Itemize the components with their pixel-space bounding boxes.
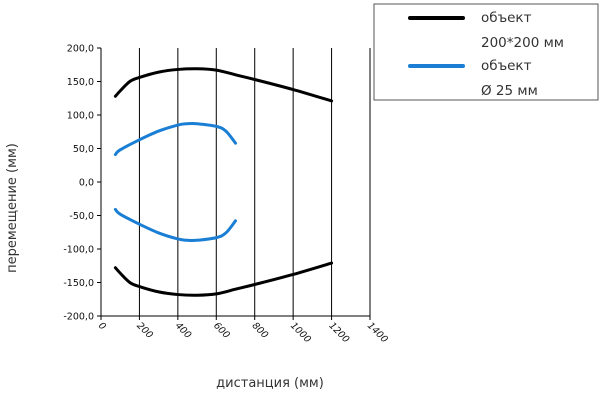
legend-label-1-line-1: объект (481, 10, 532, 26)
x-tick-label: 1400 (365, 320, 390, 345)
y-tick-label: 100,0 (67, 111, 94, 122)
series-1-lower-line (113, 261, 334, 297)
legend: объект 200*200 мм объект Ø 25 мм (373, 3, 599, 101)
x-tick-label: 0 (96, 320, 108, 332)
x-axis-title: дистанция (мм) (216, 376, 324, 391)
y-tick-label: -150,0 (63, 278, 94, 289)
series-lines (113, 67, 334, 297)
legend-label-2-line-2: Ø 25 мм (481, 83, 538, 99)
x-tick-label: 600 (211, 320, 232, 341)
x-tick-labels: 0 200 400 600 800 1000 1200 1400 (96, 316, 390, 345)
vertical-grid (138, 48, 371, 316)
y-tick-label: 0,0 (79, 178, 94, 189)
series-2-lower-line (113, 207, 237, 243)
x-tick-label: 1200 (326, 320, 351, 345)
x-tick-label: 800 (250, 320, 271, 341)
y-tick-label: -100,0 (63, 245, 94, 256)
y-tick-labels: 200,0 150,0 100,0 50,0 0,0 -50,0 -100,0 -150,0 -… (63, 44, 101, 323)
series-2-upper-line (113, 121, 237, 157)
axes (100, 48, 370, 317)
legend-label-2-line-1: объект (481, 58, 532, 74)
legend-label-1-line-2: 200*200 мм (481, 35, 564, 51)
x-tick-label: 400 (173, 320, 194, 341)
series-1-upper-line (113, 67, 334, 103)
x-tick-label: 200 (134, 320, 155, 341)
x-tick-label: 1000 (288, 320, 313, 345)
y-tick-label: -50,0 (69, 211, 94, 222)
y-tick-label: 150,0 (67, 77, 94, 88)
y-axis-title: перемещение (мм) (5, 143, 20, 273)
y-tick-label: 200,0 (67, 44, 94, 55)
y-tick-label: 50,0 (73, 144, 94, 155)
y-tick-label: -200,0 (63, 312, 94, 323)
